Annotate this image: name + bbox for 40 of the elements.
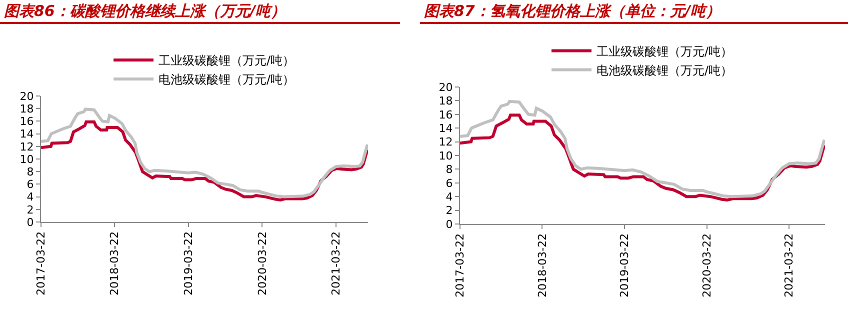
chart-title: 图表87：氢氧化锂价格上涨（单位：元/吨） (420, 0, 848, 24)
line-series (460, 100, 825, 198)
x-tick-label: 2017-03-22 (454, 233, 467, 298)
x-tick-label: 2019-03-22 (182, 231, 195, 296)
y-tick-label: 18 (438, 94, 453, 108)
x-tick-label: 2019-03-22 (618, 233, 632, 298)
y-tick-label: 16 (438, 108, 453, 122)
y-tick-label: 10 (20, 152, 34, 166)
y-tick-label: 0 (26, 216, 34, 229)
y-tick-label: 2 (26, 203, 34, 216)
legend-label: 工业级碳酸锂（万元/吨） (158, 54, 295, 68)
x-tick-label: 2020-03-22 (256, 231, 269, 296)
y-tick-label: 12 (438, 136, 453, 149)
y-tick-label: 14 (20, 128, 34, 141)
x-tick-label: 2018-03-22 (108, 231, 122, 296)
legend-label: 电池级碳酸锂（万元/吨） (158, 72, 295, 87)
y-tick-label: 4 (446, 190, 453, 204)
x-tick-label: 2021-03-22 (329, 231, 342, 296)
line-series (41, 108, 368, 198)
x-tick-label: 2017-03-22 (34, 231, 48, 296)
y-tick-label: 14 (438, 122, 453, 135)
y-tick-label: 6 (446, 176, 453, 190)
x-tick-label: 2018-03-22 (536, 233, 549, 298)
legend-label: 工业级碳酸锂（万元/吨） (596, 44, 733, 58)
y-tick-label: 6 (26, 178, 34, 192)
y-tick-label: 0 (446, 218, 453, 231)
x-tick-label: 2020-03-22 (700, 233, 714, 298)
legend-label: 电池级碳酸锂（万元/吨） (596, 63, 733, 78)
y-tick-label: 20 (20, 90, 34, 103)
y-tick-label: 12 (20, 140, 34, 154)
y-tick-label: 16 (20, 115, 34, 128)
y-tick-label: 20 (438, 80, 453, 94)
x-tick-label: 2021-03-22 (782, 233, 796, 298)
y-tick-label: 8 (446, 163, 453, 176)
y-tick-label: 18 (20, 102, 34, 116)
y-tick-label: 10 (438, 149, 453, 162)
y-tick-label: 8 (26, 165, 34, 178)
y-tick-label: 4 (26, 190, 34, 204)
y-tick-label: 2 (446, 204, 453, 218)
chart-title: 图表86：碳酸锂价格继续上涨（万元/吨） (0, 0, 400, 24)
